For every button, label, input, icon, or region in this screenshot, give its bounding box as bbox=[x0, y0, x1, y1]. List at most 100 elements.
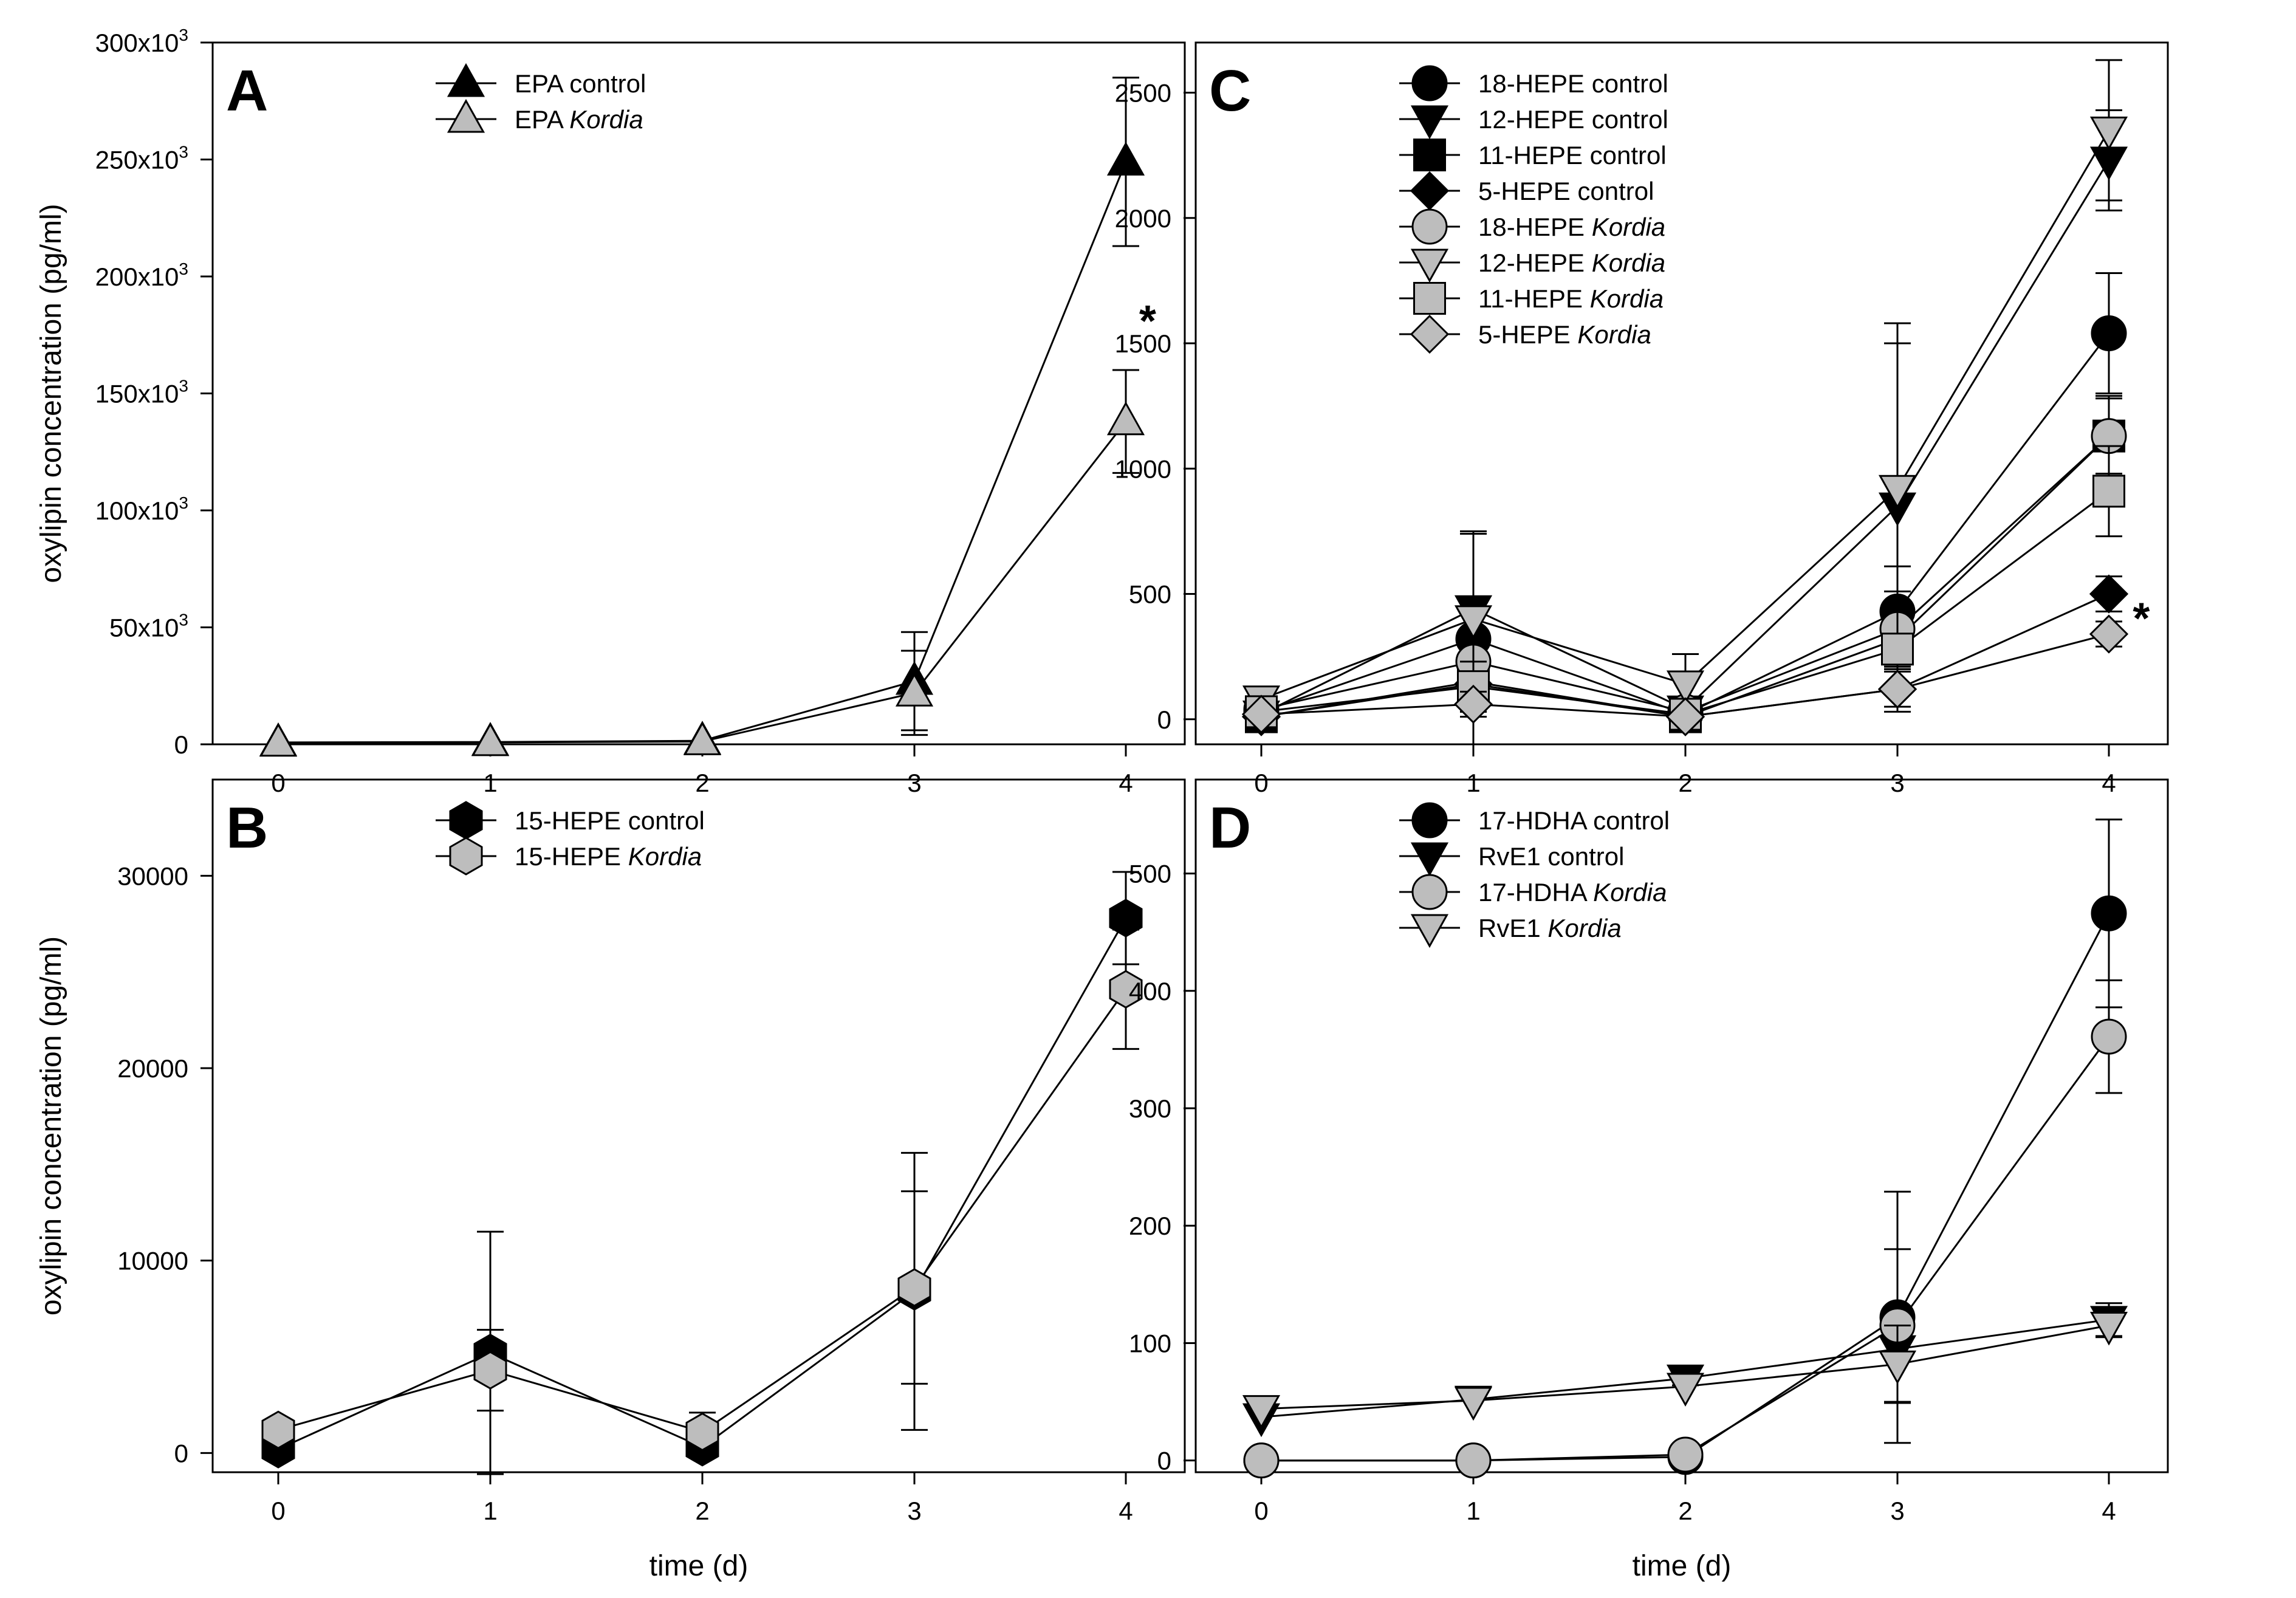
x-tick-label: 1 bbox=[483, 769, 497, 797]
x-tick-label: 0 bbox=[1254, 769, 1268, 797]
data-point bbox=[895, 673, 934, 707]
legend-marker bbox=[1413, 282, 1446, 315]
data-point bbox=[1666, 1373, 1705, 1407]
data-point bbox=[683, 721, 722, 755]
significance-star: * bbox=[1139, 297, 1156, 346]
data-point bbox=[2091, 895, 2127, 931]
data-point bbox=[1877, 670, 1917, 709]
data-point bbox=[1666, 670, 1705, 705]
series-12-hepe-kordia bbox=[1242, 59, 2128, 719]
x-tick-label: 4 bbox=[1119, 1497, 1133, 1525]
data-point bbox=[2092, 475, 2125, 508]
data-point bbox=[2089, 614, 2129, 654]
x-axis-label: time (d) bbox=[649, 1550, 749, 1582]
data-point bbox=[473, 1351, 507, 1390]
y-tick-label: 200 bbox=[1129, 1212, 1171, 1240]
panel-B-letter: B bbox=[226, 795, 268, 860]
legend-entry: RvE1 control bbox=[1478, 842, 1624, 871]
legend-entry: RvE1 Kordia bbox=[1478, 914, 1622, 942]
data-point bbox=[1455, 1442, 1492, 1479]
x-tick-label: 1 bbox=[1466, 769, 1480, 797]
panel-A-letter: A bbox=[226, 58, 268, 123]
x-tick-label: 4 bbox=[2102, 769, 2116, 797]
data-point bbox=[685, 1412, 719, 1452]
panel-C-frame bbox=[1194, 41, 2169, 746]
data-point bbox=[1241, 694, 1281, 734]
series-15-hepe-control bbox=[261, 871, 1143, 1475]
y-tick-label: 50x103 bbox=[109, 611, 188, 642]
data-point bbox=[2089, 574, 2129, 614]
y-tick-label: 1500 bbox=[1115, 329, 1171, 358]
legend-marker bbox=[1411, 802, 1448, 838]
y-axis-label: oxylipin concentration (pg/ml) bbox=[35, 204, 67, 583]
legend-entry: EPA Kordia bbox=[515, 105, 643, 134]
y-tick-label: 0 bbox=[174, 1439, 188, 1467]
y-tick-label: 400 bbox=[1129, 977, 1171, 1006]
y-tick-label: 1000 bbox=[1115, 454, 1171, 483]
data-point bbox=[1243, 1442, 1280, 1479]
series-line bbox=[278, 989, 1127, 1433]
x-tick-label: 3 bbox=[907, 1497, 921, 1525]
y-tick-label: 200x103 bbox=[95, 259, 188, 291]
data-point bbox=[1109, 970, 1143, 1009]
legend-marker bbox=[1410, 314, 1450, 354]
panel-D-letter: D bbox=[1209, 795, 1251, 860]
legend-entry: 11-HEPE control bbox=[1478, 141, 1667, 170]
legend-entry: 17-HDHA Kordia bbox=[1478, 878, 1667, 907]
x-tick-label: 2 bbox=[1678, 769, 1692, 797]
series-line bbox=[278, 420, 1127, 744]
legend-entry: 18-HEPE Kordia bbox=[1478, 213, 1665, 241]
x-tick-label: 1 bbox=[1466, 1497, 1480, 1525]
legend-marker bbox=[449, 837, 483, 876]
panel-D: D 0 1 2 3 4 0 100 200 300 400 500 time (d) 17-HDHA co… bbox=[1129, 778, 2169, 1582]
x-tick-label: 3 bbox=[907, 769, 921, 797]
data-point bbox=[2091, 315, 2127, 351]
data-point bbox=[2091, 1018, 2127, 1055]
x-tick-label: 1 bbox=[483, 1497, 497, 1525]
series-rve1-kordia bbox=[1242, 1311, 2128, 1429]
legend-marker bbox=[1410, 171, 1450, 211]
y-tick-label: 100x103 bbox=[95, 493, 188, 525]
data-point bbox=[1453, 684, 1493, 724]
legend-entry: 12-HEPE control bbox=[1478, 105, 1668, 134]
series-epa-kordia bbox=[259, 369, 1145, 757]
data-point bbox=[259, 722, 298, 757]
legend-entry: 18-HEPE control bbox=[1478, 69, 1668, 98]
legend-entry: 5-HEPE control bbox=[1478, 177, 1654, 205]
legend-entry: 11-HEPE Kordia bbox=[1478, 284, 1664, 313]
y-tick-label: 10000 bbox=[117, 1247, 188, 1275]
x-axis-label: time (d) bbox=[1633, 1550, 1732, 1582]
y-tick-label: 300 bbox=[1129, 1094, 1171, 1123]
x-tick-label: 2 bbox=[1678, 1497, 1692, 1525]
legend-marker bbox=[1410, 842, 1449, 877]
data-point bbox=[2089, 116, 2128, 151]
series-15-hepe-kordia bbox=[261, 928, 1143, 1452]
x-tick-label: 2 bbox=[695, 1497, 709, 1525]
series-line bbox=[278, 917, 1127, 1450]
panel-C: C 0 1 2 3 4 0 500 1000 1500 2000 2500 18-HEPE contro… bbox=[1115, 41, 2169, 797]
panel-C-letter: C bbox=[1209, 58, 1251, 123]
data-point bbox=[1667, 1436, 1704, 1473]
x-tick-label: 4 bbox=[2102, 1497, 2116, 1525]
series-12-hepe-control bbox=[1242, 109, 2128, 735]
legend-marker bbox=[1411, 65, 1448, 101]
y-tick-label: 0 bbox=[1157, 1447, 1171, 1475]
panel-A: A 0 1 2 3 4 0 50x103 100x103 150x103 200x103 250x10… bbox=[35, 26, 1186, 797]
legend-entry: 12-HEPE Kordia bbox=[1478, 249, 1665, 277]
data-point bbox=[261, 1410, 295, 1450]
y-tick-label: 0 bbox=[174, 730, 188, 759]
legend-marker bbox=[1411, 874, 1448, 910]
data-point bbox=[1454, 605, 1493, 639]
y-axis-label: oxylipin concentration (pg/ml) bbox=[35, 936, 67, 1315]
data-point bbox=[1106, 142, 1145, 176]
legend-entry: 15-HEPE control bbox=[515, 806, 705, 835]
x-tick-label: 3 bbox=[1890, 1497, 1904, 1525]
significance-star: * bbox=[2133, 594, 2150, 643]
y-tick-label: 500 bbox=[1129, 580, 1171, 609]
legend-marker bbox=[1410, 914, 1449, 948]
y-tick-label: 2000 bbox=[1115, 204, 1171, 233]
data-point bbox=[1878, 1350, 1917, 1385]
legend-marker bbox=[449, 801, 483, 840]
